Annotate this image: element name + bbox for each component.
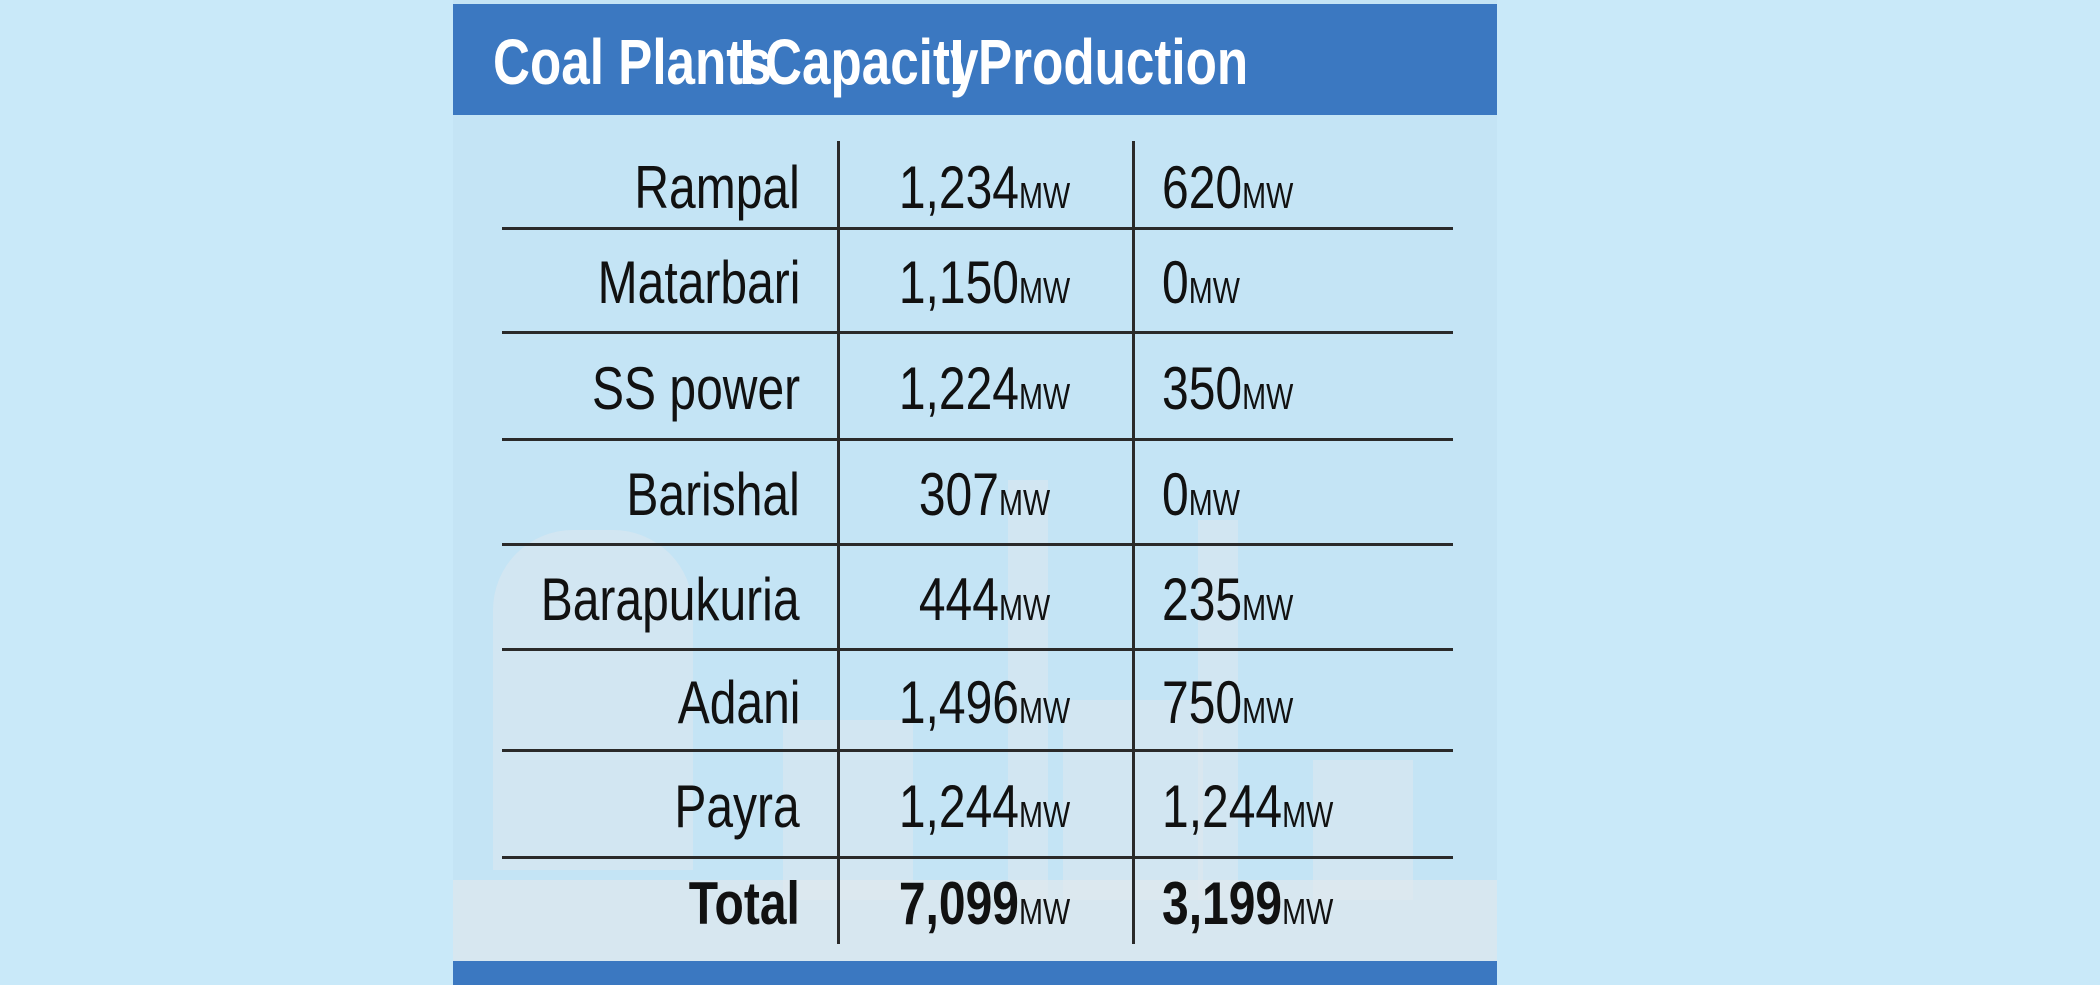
- production-unit: MW: [1242, 375, 1294, 417]
- capacity-cell: 1,496MW: [867, 663, 1103, 743]
- production-value: 235: [1162, 565, 1243, 633]
- production-unit: MW: [1242, 689, 1294, 731]
- background-chimney: [1198, 520, 1238, 900]
- capacity-cell: 307MW: [867, 455, 1103, 535]
- capacity-value: 1,234: [898, 153, 1019, 221]
- header-bar: Coal Plants Capacity Production: [453, 4, 1497, 115]
- row-divider: [502, 749, 1453, 752]
- plant-name: Rampal: [634, 153, 800, 221]
- plant-name: Total: [688, 869, 800, 937]
- column-header: Capacity: [765, 26, 979, 98]
- header-separator: [743, 40, 751, 84]
- production-cell: 0MW: [1162, 455, 1240, 535]
- production-value: 620: [1162, 153, 1243, 221]
- production-unit: MW: [1282, 793, 1334, 835]
- row-divider: [502, 856, 1453, 859]
- production-cell: 620MW: [1162, 148, 1293, 228]
- capacity-value: 307: [918, 460, 999, 528]
- production-value: 750: [1162, 668, 1243, 736]
- capacity-unit: MW: [998, 481, 1051, 523]
- capacity-cell: 1,234MW: [867, 148, 1103, 228]
- production-unit: MW: [1282, 890, 1334, 932]
- capacity-cell: 1,224MW: [867, 349, 1103, 429]
- plant-name: SS power: [591, 354, 800, 422]
- capacity-value: 1,224: [898, 354, 1019, 422]
- capacity-value: 444: [918, 565, 999, 633]
- capacity-unit: MW: [1018, 890, 1071, 932]
- row-divider: [502, 227, 1453, 230]
- capacity-value: 1,244: [898, 772, 1019, 840]
- column-divider: [1132, 141, 1135, 944]
- column-header: Production: [978, 26, 1249, 98]
- production-cell: 3,199MW: [1162, 864, 1333, 944]
- capacity-cell: 444MW: [867, 560, 1103, 640]
- production-value: 0: [1162, 460, 1189, 528]
- production-value: 3,199: [1162, 869, 1283, 937]
- capacity-cell: 1,150MW: [867, 243, 1103, 323]
- row-divider: [502, 331, 1453, 334]
- production-value: 1,244: [1162, 772, 1283, 840]
- production-cell: 0MW: [1162, 243, 1240, 323]
- capacity-unit: MW: [1018, 375, 1071, 417]
- plant-name: Adani: [677, 668, 800, 736]
- production-unit: MW: [1242, 586, 1294, 628]
- capacity-unit: MW: [1018, 270, 1071, 311]
- production-cell: 750MW: [1162, 663, 1293, 743]
- production-unit: MW: [1188, 270, 1240, 311]
- header-separator: [953, 40, 961, 84]
- production-unit: MW: [1188, 481, 1240, 523]
- background-tower: [493, 530, 693, 870]
- background-chimney: [1008, 480, 1048, 900]
- plant-name: Barapukuria: [541, 565, 800, 633]
- row-divider: [502, 543, 1453, 546]
- column-divider: [837, 141, 840, 944]
- footer-bar: [453, 961, 1497, 985]
- capacity-cell: 7,099MW: [867, 864, 1103, 944]
- background-tower: [1313, 760, 1413, 900]
- table-panel: Coal Plants Capacity Production Rampal 1,23…: [453, 0, 1497, 985]
- production-value: 350: [1162, 354, 1243, 422]
- capacity-unit: MW: [1018, 174, 1071, 216]
- capacity-unit: MW: [1018, 793, 1071, 835]
- capacity-unit: MW: [998, 586, 1051, 628]
- capacity-value: 7,099: [898, 869, 1019, 937]
- plant-name: Barishal: [626, 460, 800, 528]
- capacity-unit: MW: [1018, 689, 1071, 731]
- plant-name: Matarbari: [597, 249, 800, 316]
- column-header: Coal Plants: [493, 26, 772, 98]
- capacity-value: 1,150: [898, 249, 1019, 316]
- capacity-cell: 1,244MW: [867, 767, 1103, 847]
- capacity-value: 1,496: [898, 668, 1019, 736]
- row-divider: [502, 438, 1453, 441]
- production-cell: 235MW: [1162, 560, 1293, 640]
- production-cell: 1,244MW: [1162, 767, 1333, 847]
- production-unit: MW: [1242, 174, 1294, 216]
- production-cell: 350MW: [1162, 349, 1293, 429]
- background-ground: [453, 880, 1497, 961]
- production-value: 0: [1162, 249, 1189, 316]
- plant-name: Payra: [674, 772, 800, 840]
- row-divider: [502, 648, 1453, 651]
